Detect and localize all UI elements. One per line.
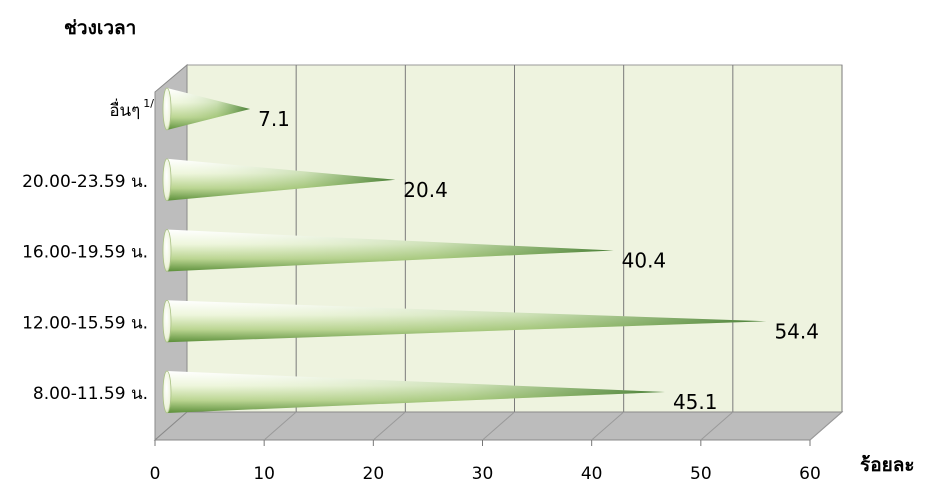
value-label-3: 40.4	[622, 249, 667, 273]
bar-cone-base-4	[162, 299, 172, 343]
category-label-3: 16.00-19.59 น.	[22, 243, 148, 263]
value-label-2: 20.4	[403, 178, 448, 202]
value-label-5: 45.1	[673, 390, 718, 414]
category-label-1: อื่นๆ 1/	[109, 97, 154, 121]
x-tick-label-10: 10	[253, 464, 275, 484]
x-tick-label-50: 50	[690, 464, 712, 484]
bar-cone-shade-3	[167, 229, 614, 272]
x-tick-label-20: 20	[363, 464, 385, 484]
bar-cone-base-5	[162, 370, 172, 414]
value-label-4: 54.4	[774, 319, 819, 343]
floor-gridline-60	[809, 411, 843, 441]
bar-3	[162, 229, 614, 272]
x-axis-title: ร้อยละ	[860, 454, 915, 476]
bar-2	[162, 158, 396, 202]
category-label-5: 8.00-11.59 น.	[33, 384, 148, 404]
bar-cone-shade-1	[167, 88, 251, 130]
bar-cone-base-1	[162, 87, 172, 131]
x-tick-label-30: 30	[472, 464, 494, 484]
x-tick-label-40: 40	[581, 464, 603, 484]
floor-gridline-50	[700, 411, 734, 441]
bar-cone-base-3	[162, 229, 172, 272]
bar-5	[162, 370, 665, 414]
y-axis-title: ช่วงเวลา	[64, 17, 136, 39]
category-label-4: 12.00-15.59 น.	[22, 313, 148, 333]
bar-cone-shade-4	[167, 300, 767, 343]
floor-gridline-30	[482, 411, 515, 441]
floor-gridline-20	[373, 411, 406, 441]
bar-1	[162, 87, 251, 131]
bar-4	[162, 299, 767, 343]
category-footnote: 1/	[143, 97, 154, 110]
bar-cone-base-2	[162, 158, 172, 202]
bar-cone-shade-5	[167, 371, 665, 413]
x-tick-label-60: 60	[799, 464, 821, 484]
category-label-2: 20.00-23.59 น.	[22, 172, 148, 192]
floor-gridline-10	[263, 411, 297, 441]
floor-gridline-40	[591, 411, 624, 441]
x-tick-label-0: 0	[150, 464, 161, 484]
bar-cone-shade-2	[167, 158, 396, 201]
value-label-1: 7.1	[258, 107, 290, 131]
